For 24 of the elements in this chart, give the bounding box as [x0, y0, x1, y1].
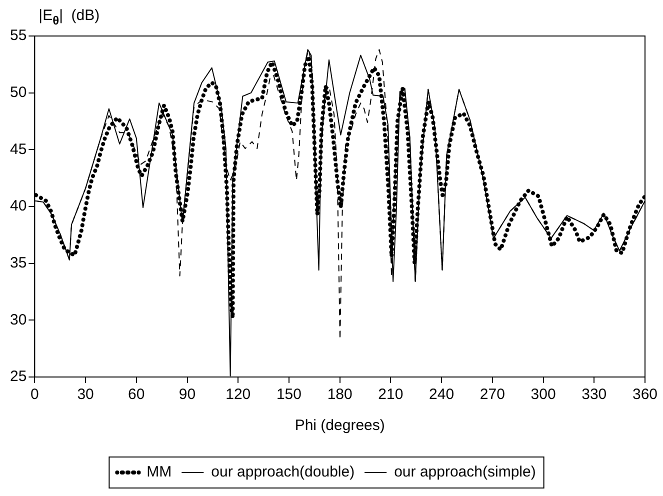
x-tick-label: 150: [276, 386, 302, 404]
y-tick-label: 30: [10, 311, 27, 328]
y-tick-label: 35: [10, 254, 27, 272]
y-tick-label: 55: [10, 27, 27, 44]
y-tick-label: 50: [10, 84, 27, 101]
x-tick-label: 300: [530, 386, 556, 404]
x-tick-label: 0: [30, 386, 39, 404]
y-tick-label: 40: [10, 198, 27, 215]
x-axis-title: Phi (degrees): [294, 417, 385, 434]
legend-label: our approach(simple): [394, 464, 536, 481]
x-tick-label: 360: [632, 386, 658, 404]
x-tick-label: 60: [128, 386, 145, 404]
x-tick-label: 210: [378, 386, 404, 404]
x-tick-label: 120: [226, 386, 251, 404]
x-tick-label: 90: [178, 386, 196, 404]
legend-label: MM: [146, 464, 172, 481]
y-tick-label: 25: [10, 368, 27, 386]
y-tick-label: 45: [10, 140, 27, 158]
x-tick-label: 270: [480, 386, 505, 404]
x-tick-label: 180: [327, 386, 352, 404]
legend-label: our approach(double): [211, 464, 355, 481]
x-tick-label: 30: [77, 386, 94, 404]
x-tick-label: 330: [582, 386, 607, 404]
x-tick-label: 240: [429, 386, 454, 404]
